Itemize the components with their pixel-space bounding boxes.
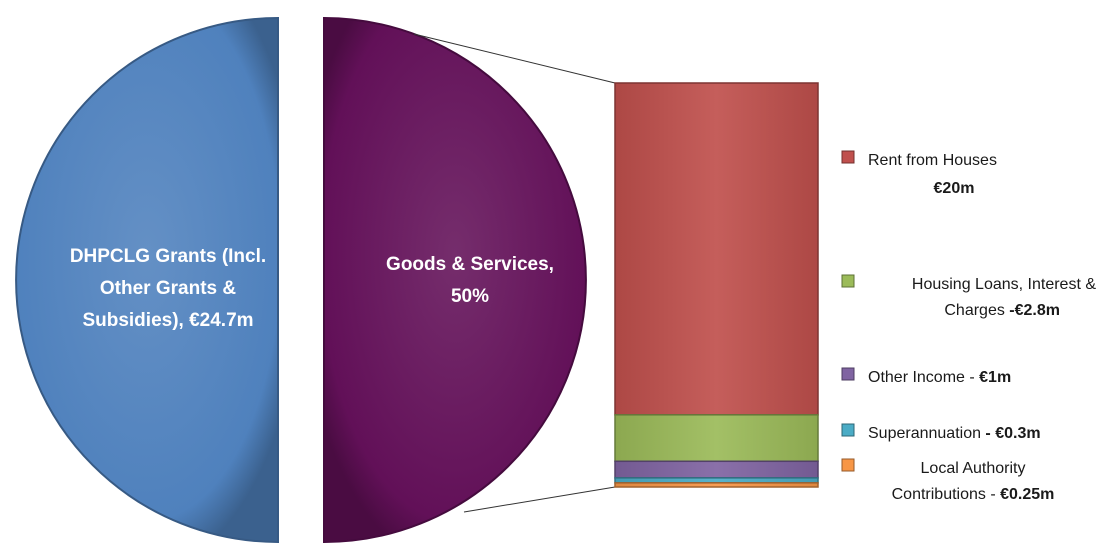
connector-lines <box>413 33 616 513</box>
pie-layer <box>15 16 587 544</box>
bar-segment-rent-from-houses <box>614 82 819 416</box>
legend-item-0: Rent from Houses €20m <box>841 150 997 197</box>
legend: Rent from Houses €20m Housing Loans, Inter… <box>841 150 1096 503</box>
legend-swatch-3 <box>841 423 855 437</box>
legend-text-1-1: Charges -€2.8m <box>944 302 1060 319</box>
legend-text-1-0: Housing Loans, Interest & <box>912 276 1096 293</box>
legend-text-4-1: Contributions - €0.25m <box>892 486 1055 503</box>
pie-labels: DHPCLG Grants (Incl. Other Grants & Subsid… <box>70 246 554 331</box>
stacked-bar <box>614 82 819 488</box>
pie-slice-grants <box>15 16 279 544</box>
legend-swatch-1 <box>841 274 855 288</box>
legend-text-2-0: Other Income - €1m <box>868 369 1011 386</box>
pie-label-0: DHPCLG Grants (Incl. Other Grants & Subsid… <box>70 246 266 331</box>
legend-swatch-2 <box>841 367 855 381</box>
legend-swatch-4 <box>841 458 855 472</box>
legend-item-2: Other Income - €1m <box>841 367 1011 386</box>
bar-segment-housing-loans-interest-charges <box>614 414 819 463</box>
legend-text-0-0: Rent from Houses <box>868 152 997 169</box>
legend-item-4: Local Authority Contributions - €0.25m <box>841 458 1055 503</box>
legend-swatch-0 <box>841 150 855 164</box>
legend-item-3: Superannuation - €0.3m <box>841 423 1041 442</box>
connector-line-top <box>413 33 616 84</box>
legend-text-3-0: Superannuation - €0.3m <box>868 425 1041 442</box>
connector-line-bottom <box>463 486 616 513</box>
legend-item-1: Housing Loans, Interest & Charges -€2.8m <box>841 274 1096 319</box>
legend-text-4-0: Local Authority <box>921 460 1026 477</box>
bar-segment-other-income <box>614 460 819 479</box>
pie-label-1: Goods & Services, 50% <box>386 254 554 307</box>
legend-text-0-1: €20m <box>934 180 975 197</box>
pie-slice-goods-services <box>323 16 587 544</box>
bar-segment-local-authority-contributions <box>614 482 819 488</box>
